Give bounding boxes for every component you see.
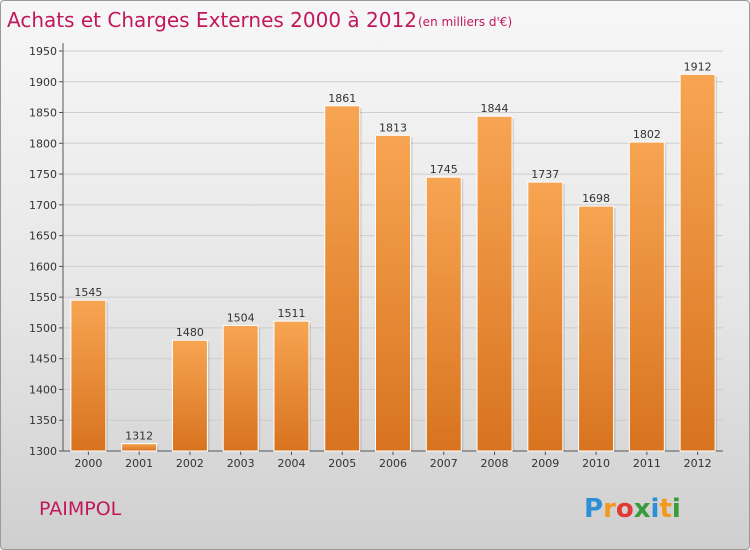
bars [70,73,718,452]
y-tick-label: 1650 [29,230,57,243]
y-tick-label: 1500 [29,322,57,335]
data-label: 1861 [328,92,356,105]
data-label: 1737 [531,168,559,181]
data-label: 1504 [227,311,255,324]
data-label: 1312 [125,430,153,443]
logo-wordmark: Proxiti [584,494,681,524]
logo-letter: x [634,494,651,524]
y-tick-label: 1400 [29,383,57,396]
bar [628,141,665,452]
x-tick-label: 2011 [633,457,661,470]
x-tick-label: 2005 [328,457,356,470]
data-label: 1511 [277,307,305,320]
y-tick-label: 1950 [29,45,57,58]
bar [425,176,462,452]
bar [273,320,310,452]
bar [375,134,411,452]
data-label: 1912 [684,60,712,73]
x-tick-label: 2003 [227,457,255,470]
data-label: 1813 [379,121,407,134]
y-tick-label: 1800 [29,137,57,150]
logo-letter: r [603,494,616,524]
bar [324,105,361,452]
x-tick-label: 2007 [430,457,458,470]
y-tick-label: 1700 [29,199,57,212]
y-tick-label: 1600 [29,260,57,273]
bar [171,339,208,452]
y-tick-label: 1350 [29,414,57,427]
logo-letter: i [672,494,681,524]
y-tick-label: 1850 [29,107,57,120]
x-tick-label: 2009 [531,457,559,470]
proxiti-logo: Proxiti [584,494,681,524]
x-tick-label: 2006 [379,457,407,470]
labels: 1545 1312 1480 1504 1511 1861 1813 1745 1844 1737… [74,60,711,442]
data-label: 1745 [430,163,458,176]
data-label: 1545 [74,286,102,299]
y-tick-label: 1900 [29,76,57,89]
x-tick-label: 2002 [176,457,204,470]
y-tick-label: 1450 [29,353,57,366]
x-tick-label: 2010 [582,457,610,470]
x-tick-label: 2004 [277,457,305,470]
x-tick-label: 2001 [125,457,153,470]
axes: 1300 1350 1400 1450 1500 1550 1600 1650 1700 1750… [29,43,723,470]
chart-subtitle: (en milliers d'€) [418,15,512,29]
bar [222,324,259,452]
bar [476,115,513,452]
y-tick-label: 1550 [29,291,57,304]
x-tick-label: 2012 [684,457,712,470]
bar [679,73,716,452]
chart-title: Achats et Charges Externes 2000 à 2012 [7,8,417,32]
y-tick-label: 1750 [29,168,57,181]
bar [121,443,158,452]
place-name: PAIMPOL [39,498,122,520]
bar [527,181,564,452]
x-tick-label: 2000 [74,457,102,470]
logo-letter: i [651,494,660,524]
logo-letter: t [659,494,671,524]
y-tick-label: 1300 [29,445,57,458]
bar [70,299,107,452]
data-label: 1698 [582,192,610,205]
bar [578,205,615,452]
data-label: 1844 [481,102,509,115]
data-label: 1480 [176,326,204,339]
logo-letter: o [616,494,634,524]
logo-letter: P [584,494,603,524]
data-label: 1802 [633,128,661,141]
x-tick-label: 2008 [481,457,509,470]
